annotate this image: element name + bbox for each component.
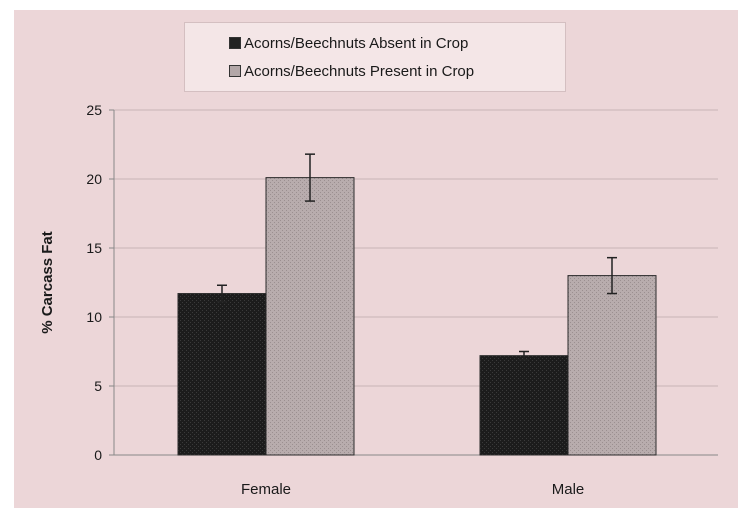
legend-item-present: Acorns/Beechnuts Present in Crop xyxy=(229,59,474,83)
legend-item-absent: Acorns/Beechnuts Absent in Crop xyxy=(229,31,468,55)
legend-label-absent: Acorns/Beechnuts Absent in Crop xyxy=(244,34,469,52)
y-tick-label: 0 xyxy=(94,447,102,463)
label-layer: 0 5 10 15 20 25 % Carcass Fat Female Male xyxy=(39,102,584,498)
bar-male-present xyxy=(567,275,657,456)
legend-label-present: Acorns/Beechnuts Present in Crop xyxy=(244,62,475,80)
y-tick-label: 15 xyxy=(86,240,102,256)
legend-swatch-absent xyxy=(229,37,241,49)
y-tick-label: 25 xyxy=(86,102,102,118)
bar-female-present xyxy=(265,177,355,456)
y-tick-label: 20 xyxy=(86,171,102,187)
x-category-label: Female xyxy=(241,481,291,498)
bar-female-absent xyxy=(177,293,267,456)
bar-layer xyxy=(177,153,657,456)
legend: Acorns/Beechnuts Absent in Crop Acorns/B… xyxy=(184,22,566,92)
y-axis-title: % Carcass Fat xyxy=(39,231,56,334)
y-tick-label: 10 xyxy=(86,309,102,325)
legend-swatch-present xyxy=(229,65,241,77)
bar-male-absent xyxy=(479,355,569,456)
y-tick-label: 5 xyxy=(94,378,102,394)
x-category-label: Male xyxy=(552,481,585,498)
